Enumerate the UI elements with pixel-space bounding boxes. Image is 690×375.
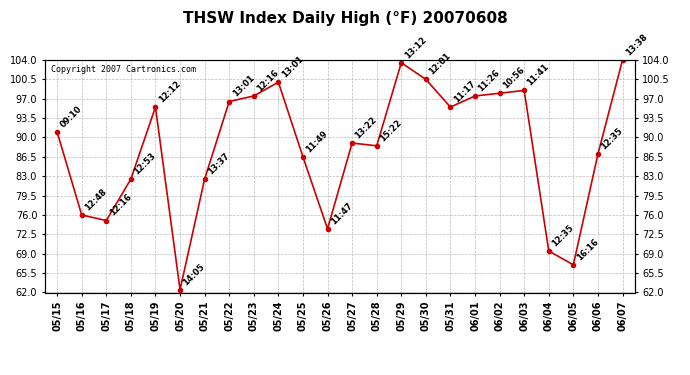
Text: 16:16: 16:16 <box>575 237 600 262</box>
Text: 10:56: 10:56 <box>501 65 526 90</box>
Text: 12:01: 12:01 <box>427 51 453 76</box>
Text: 11:41: 11:41 <box>526 62 551 88</box>
Text: 12:16: 12:16 <box>255 68 281 93</box>
Text: 15:22: 15:22 <box>378 118 404 143</box>
Text: 13:01: 13:01 <box>230 74 256 99</box>
Text: 12:53: 12:53 <box>132 151 157 176</box>
Text: Copyright 2007 Cartronics.com: Copyright 2007 Cartronics.com <box>51 64 196 74</box>
Text: 12:35: 12:35 <box>600 126 624 152</box>
Text: 13:37: 13:37 <box>206 151 231 176</box>
Text: 13:22: 13:22 <box>353 115 379 140</box>
Text: 12:48: 12:48 <box>83 187 108 212</box>
Text: THSW Index Daily High (°F) 20070608: THSW Index Daily High (°F) 20070608 <box>183 11 507 26</box>
Text: 14:05: 14:05 <box>181 262 207 287</box>
Text: 12:12: 12:12 <box>157 79 182 104</box>
Text: 11:47: 11:47 <box>329 201 354 226</box>
Text: 13:01: 13:01 <box>279 54 305 80</box>
Text: 11:49: 11:49 <box>304 129 330 154</box>
Text: 13:38: 13:38 <box>624 32 649 57</box>
Text: 12:35: 12:35 <box>550 223 575 248</box>
Text: 11:26: 11:26 <box>476 68 502 93</box>
Text: 09:10: 09:10 <box>59 104 83 129</box>
Text: 13:12: 13:12 <box>403 35 428 60</box>
Text: 11:17: 11:17 <box>452 79 477 104</box>
Text: 12:16: 12:16 <box>108 192 133 218</box>
